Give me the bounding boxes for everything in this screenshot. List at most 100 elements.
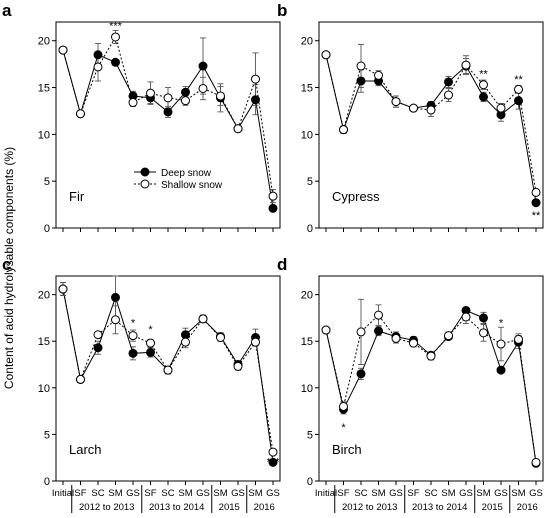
x-tick-label: GS (231, 488, 245, 499)
shallow-snow-point (531, 187, 541, 197)
x-tick-label: Initial (52, 488, 74, 499)
shallow-snow-point (58, 45, 68, 55)
shallow-snow-point (531, 457, 541, 467)
y-tick-label: 20 (301, 290, 313, 302)
x-tick-label: GS (389, 488, 403, 499)
x-tick-label: SM (371, 488, 385, 499)
shallow-snow-point (128, 331, 138, 341)
deep-snow-point (128, 348, 138, 358)
shallow-snow-point (76, 374, 85, 384)
significance-marker: *** (109, 21, 123, 33)
panel-letter: c (2, 255, 11, 274)
shallow-snow-point (163, 365, 173, 375)
year-group-label: 2012 to 2013 (342, 502, 397, 513)
panel-letter: b (277, 1, 287, 20)
legend-shallow-label: Shallow snow (161, 180, 223, 191)
shallow-snow-point (461, 312, 471, 322)
year-group-label: 2015 (219, 502, 240, 513)
y-tick-label: 15 (38, 83, 50, 95)
significance-marker: * (131, 318, 136, 330)
deep-snow-point (181, 87, 190, 97)
shallow-snow-point (444, 90, 453, 100)
shallow-snow-point (339, 125, 348, 135)
species-label: Fir (69, 189, 85, 204)
year-group-label: 2016 (254, 502, 275, 513)
significance-marker: * (341, 422, 346, 434)
y-tick-label: 20 (301, 36, 313, 48)
shallow-snow-point (58, 284, 68, 294)
significance-marker: ** (514, 74, 523, 86)
y-tick-label: 0 (44, 223, 50, 235)
x-tick-label: SM (511, 488, 525, 499)
shallow-snow-point (391, 97, 401, 107)
year-group-label: 2015 (482, 502, 503, 513)
x-tick-label: GS (266, 488, 280, 499)
deep-snow-point (531, 198, 541, 208)
x-tick-label: GS (126, 488, 140, 499)
panel-letter: a (2, 1, 12, 20)
deep-snow-point (111, 292, 120, 302)
deep-snow-point (444, 77, 453, 87)
x-tick-label: GS (529, 488, 543, 499)
shallow-snow-point (76, 109, 85, 119)
legend-deep-marker (140, 167, 150, 177)
y-tick-label: 20 (38, 290, 50, 302)
shallow-snow-line (325, 314, 537, 463)
y-axis-label-holder: Content of acid hydrolysable components … (2, 147, 16, 389)
deep-snow-point (251, 95, 260, 105)
y-tick-label: 20 (38, 36, 50, 48)
deep-snow-line (325, 54, 537, 203)
deep-snow-point (374, 326, 383, 336)
shallow-snow-point (268, 447, 278, 457)
deep-snow-point (356, 76, 366, 86)
shallow-snow-point (111, 315, 120, 325)
deep-snow-point (111, 57, 120, 67)
significance-marker: *** (267, 456, 281, 468)
shallow-snow-point (93, 62, 103, 72)
panel-b: 0 5 10 15 20 ** ** ** b Cypress (277, 1, 544, 235)
x-tick-label: SC (354, 488, 367, 499)
deep-snow-point (146, 347, 155, 357)
x-tick-label: SM (178, 488, 192, 499)
shallow-snow-point (339, 401, 348, 411)
plot-frame (55, 21, 281, 229)
x-tick-label: SF (407, 488, 419, 499)
shallow-snow-point (479, 328, 488, 338)
y-axis-label: Content of acid hydrolysable components … (2, 147, 16, 389)
y-tick-label: 10 (38, 129, 50, 141)
x-tick-label: SM (108, 488, 122, 499)
year-group-label: 2013 to 2014 (149, 502, 204, 513)
x-tick-label: SF (144, 488, 156, 499)
shallow-snow-point (146, 338, 155, 348)
y-tick-label: 10 (301, 383, 313, 395)
shallow-snow-point (93, 330, 103, 340)
shallow-snow-line (325, 54, 537, 193)
shallow-snow-point (233, 361, 243, 371)
species-label: Larch (69, 442, 102, 457)
deep-snow-point (479, 313, 488, 323)
deep-snow-point (268, 457, 278, 467)
deep-snow-point (93, 343, 103, 353)
species-label: Birch (332, 442, 362, 457)
significance-marker: * (499, 318, 504, 330)
shallow-snow-point (426, 105, 436, 115)
species-label: Cypress (332, 189, 380, 204)
x-tick-label: SM (213, 488, 227, 499)
shallow-snow-point (251, 74, 260, 84)
x-tick-label: SF (337, 488, 349, 499)
y-tick-label: 15 (301, 83, 313, 95)
shallow-snow-point (496, 339, 506, 349)
y-tick-label: 0 (307, 476, 313, 488)
y-tick-label: 10 (301, 129, 313, 141)
y-tick-label: 5 (44, 176, 50, 188)
shallow-snow-point (146, 88, 155, 98)
x-tick-label: SC (424, 488, 437, 499)
deep-snow-point (163, 107, 173, 117)
shallow-snow-point (444, 331, 453, 341)
y-tick-label: 5 (307, 176, 313, 188)
deep-snow-point (496, 365, 506, 375)
